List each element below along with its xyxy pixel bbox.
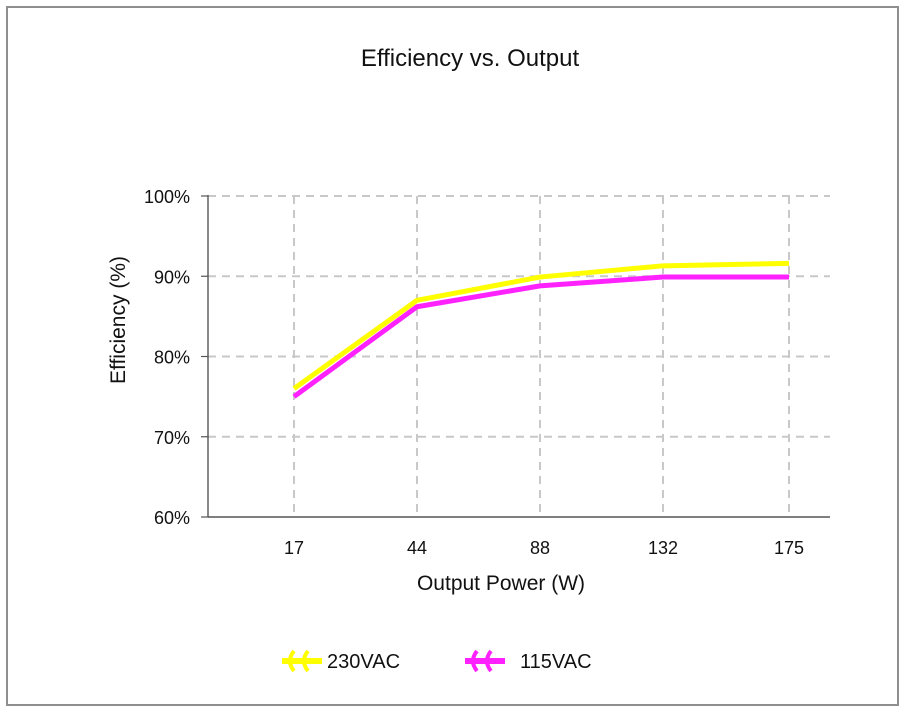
efficiency-chart: Efficiency vs. Output 60% 70% 80% 90% 100% 17… [0, 0, 905, 691]
tick-layer: 60% 70% 80% 90% 100% 17 44 88 132 175 [144, 187, 804, 558]
y-tick-label: 90% [154, 267, 190, 287]
x-axis-title: Output Power (W) [417, 572, 585, 595]
legend-label: 115VAC [520, 651, 592, 673]
legend-item-115vac: 115VAC [465, 651, 592, 673]
x-tick-label: 17 [284, 538, 304, 558]
legend: 230VAC 115VAC [282, 651, 592, 673]
y-tick-label: 100% [144, 187, 190, 207]
legend-item-230vac: 230VAC [282, 651, 400, 673]
legend-label: 230VAC [327, 651, 400, 673]
x-tick-label: 175 [774, 538, 804, 558]
grid-layer [208, 196, 830, 517]
x-tick-label: 132 [648, 538, 678, 558]
y-tick-label: 70% [154, 428, 190, 448]
x-tick-label: 88 [530, 538, 550, 558]
x-tick-label: 44 [407, 538, 427, 558]
y-axis-title: Efficiency (%) [107, 256, 130, 384]
series-line-230vac [294, 263, 789, 388]
y-tick-label: 60% [154, 508, 190, 528]
series-layer [294, 263, 789, 396]
chart-title: Efficiency vs. Output [361, 45, 580, 72]
y-tick-label: 80% [154, 348, 190, 368]
